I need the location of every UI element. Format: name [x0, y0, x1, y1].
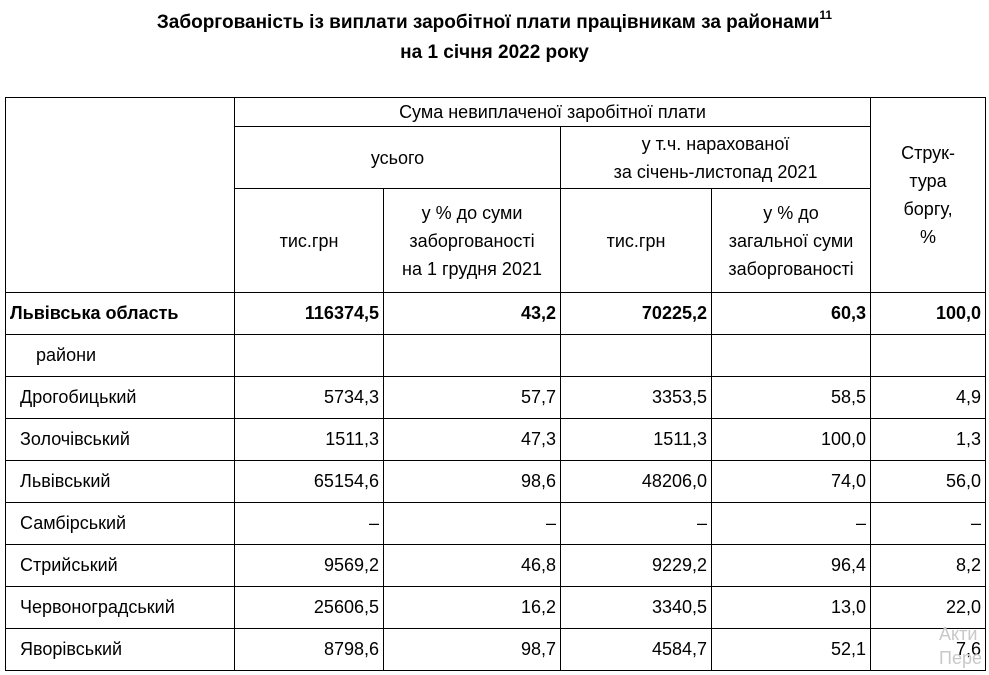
page-title: Заборгованість із виплати заробітної пла…: [0, 8, 989, 68]
table-row-districts-label: райони: [5, 334, 987, 377]
header-accrued-line2: за січень-листопад 2021: [613, 161, 818, 182]
table-row: Золочівський 1511,3 47,3 1511,3 100,0 1,…: [5, 418, 987, 461]
district-name: Львівський: [5, 460, 235, 503]
district-total-pct: 57,7: [383, 376, 561, 419]
header-accrued-group: у т.ч. нарахованої за січень-листопад 20…: [559, 126, 872, 189]
header-blank-cell: [5, 97, 235, 293]
table-row-region-total: Львівська область 116374,5 43,2 70225,2 …: [5, 292, 987, 335]
header-structure: Струк- тура боргу, %: [870, 97, 987, 293]
header-col-total-pct-line1: у % до суми: [421, 202, 523, 223]
district-accrued-pct: 58,5: [710, 376, 872, 419]
district-total: 65154,6: [234, 460, 384, 503]
district-total-pct: 46,8: [383, 544, 561, 587]
title-line2: на 1 січня 2022 року: [400, 42, 589, 63]
district-structure: 1,3: [870, 418, 987, 461]
header-col-total-pct-line2: заборгованості: [409, 230, 535, 251]
region-structure: 100,0: [870, 292, 987, 335]
district-total: 5734,3: [234, 376, 384, 419]
district-total: 8798,6: [234, 628, 384, 671]
district-structure: 8,2: [870, 544, 987, 587]
district-accrued-pct: 96,4: [710, 544, 872, 587]
district-total: 9569,2: [234, 544, 384, 587]
district-accrued: 9229,2: [560, 544, 712, 587]
district-structure: 7,6: [870, 628, 987, 671]
region-total: 116374,5: [234, 292, 384, 335]
district-accrued: 1511,3: [560, 418, 712, 461]
district-accrued: –: [560, 502, 712, 545]
empty-cell: [710, 334, 872, 377]
district-structure: 56,0: [870, 460, 987, 503]
district-accrued-pct: 100,0: [710, 418, 872, 461]
watermark-line1: Акти: [939, 624, 978, 644]
header-row-2: усього у т.ч. нарахованої за січень-лист…: [6, 126, 986, 189]
table-row: Червоноградський 25606,5 16,2 3340,5 13,…: [5, 586, 987, 629]
header-col-total-pct-line3: на 1 грудня 2021: [402, 258, 542, 279]
header-col-accrued-thous: тис.грн: [560, 188, 712, 293]
district-name: Самбірський: [5, 502, 235, 545]
district-total-pct: 98,7: [383, 628, 561, 671]
empty-cell: [234, 334, 384, 377]
district-accrued: 48206,0: [560, 460, 712, 503]
empty-cell: [383, 334, 561, 377]
district-accrued: 4584,7: [560, 628, 712, 671]
district-accrued-pct: –: [710, 502, 872, 545]
districts-label: райони: [5, 334, 235, 377]
header-sum-group: Сума невиплаченої заробітної плати: [233, 97, 872, 127]
district-name: Дрогобицький: [5, 376, 235, 419]
district-structure: –: [870, 502, 987, 545]
district-name: Яворівський: [5, 628, 235, 671]
district-total-pct: 16,2: [383, 586, 561, 629]
header-col-accrued-pct: у % до загальної суми заборгованості: [710, 188, 872, 293]
activation-watermark: Акти Пере: [939, 622, 987, 670]
district-name: Червоноградський: [5, 586, 235, 629]
header-total-group: усього: [234, 126, 561, 189]
district-structure: 22,0: [870, 586, 987, 629]
district-total: 25606,5: [234, 586, 384, 629]
header-col-accrued-pct-line1: у % до: [763, 202, 819, 223]
district-accrued: 3353,5: [560, 376, 712, 419]
table-row: Львівський 65154,6 98,6 48206,0 74,0 56,…: [5, 460, 987, 503]
district-accrued: 3340,5: [560, 586, 712, 629]
header-col-accrued-pct-line3: заборгованості: [728, 258, 854, 279]
region-name: Львівська область: [5, 292, 235, 335]
table-row: Самбірський – – – – –: [5, 502, 987, 545]
header-structure-line4: %: [920, 227, 937, 247]
district-structure: 4,9: [870, 376, 987, 419]
district-accrued-pct: 52,1: [710, 628, 872, 671]
title-line1: Заборгованість із виплати заробітної пла…: [156, 12, 820, 33]
district-accrued-pct: 13,0: [710, 586, 872, 629]
empty-cell: [870, 334, 987, 377]
district-total-pct: 98,6: [383, 460, 561, 503]
table-row: Дрогобицький 5734,3 57,7 3353,5 58,5 4,9: [5, 376, 987, 419]
region-total-pct: 43,2: [383, 292, 561, 335]
table-row: Яворівський 8798,6 98,7 4584,7 52,1 7,6: [5, 628, 987, 671]
header-structure-line2: тура: [909, 171, 947, 191]
header-col-total-pct: у % до суми заборгованості на 1 грудня 2…: [383, 188, 561, 293]
header-accrued-line1: у т.ч. нарахованої: [641, 133, 790, 154]
district-total: 1511,3: [234, 418, 384, 461]
district-total-pct: –: [383, 502, 561, 545]
district-total: –: [234, 502, 384, 545]
title-footnote: 11: [819, 8, 833, 22]
district-name: Стрийський: [5, 544, 235, 587]
region-accrued: 70225,2: [560, 292, 712, 335]
district-accrued-pct: 74,0: [710, 460, 872, 503]
header-structure-line1: Струк-: [901, 143, 955, 163]
empty-cell: [560, 334, 712, 377]
arrears-table: Сума невиплаченої заробітної плати Струк…: [5, 97, 987, 671]
header-col-total-thous: тис.грн: [234, 188, 384, 293]
header-structure-line3: боргу,: [903, 199, 953, 219]
table-row: Стрийський 9569,2 46,8 9229,2 96,4 8,2: [5, 544, 987, 587]
region-accrued-pct: 60,3: [710, 292, 872, 335]
district-total-pct: 47,3: [383, 418, 561, 461]
header-row-1: Сума невиплаченої заробітної плати Струк…: [5, 97, 987, 293]
header-col-accrued-pct-line2: загальної суми: [728, 230, 854, 251]
header-row-3: тис.грн у % до суми заборгованості на 1 …: [6, 188, 986, 293]
district-name: Золочівський: [5, 418, 235, 461]
watermark-line2: Пере: [939, 648, 982, 668]
